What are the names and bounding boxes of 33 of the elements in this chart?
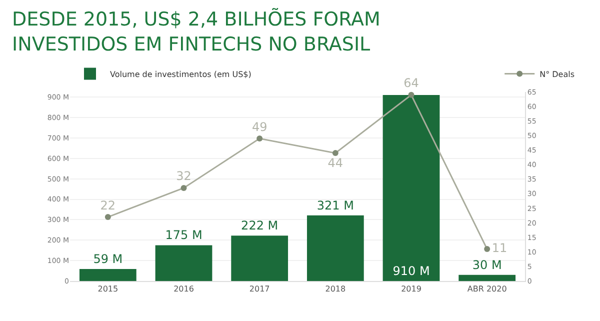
bar bbox=[231, 236, 288, 281]
x-tick-label: 2016 bbox=[174, 284, 194, 294]
data-label: 64 bbox=[404, 76, 419, 90]
legend-label: Volume de investimentos (em US$) bbox=[110, 70, 252, 79]
bar bbox=[382, 95, 440, 281]
x-tick-label: 2017 bbox=[249, 284, 270, 294]
chart-title: DESDE 2015, US$ 2,4 BILHÕES FORAM INVESTIDOS EM FINTECHS NO BRASIL bbox=[12, 8, 380, 56]
data-label: 30 M bbox=[472, 258, 502, 272]
x-tick-label: 2015 bbox=[98, 284, 118, 294]
x-tick-label: ABR 2020 bbox=[467, 284, 507, 294]
point bbox=[256, 136, 263, 142]
point bbox=[484, 246, 490, 252]
data-label: 175 M bbox=[165, 228, 202, 242]
x-tick-label: 2019 bbox=[401, 284, 422, 294]
point bbox=[104, 214, 111, 220]
data-label: 59 M bbox=[93, 252, 123, 266]
bar bbox=[79, 268, 136, 281]
point bbox=[408, 92, 414, 98]
data-label: 222 M bbox=[241, 218, 278, 233]
bar bbox=[155, 245, 212, 281]
x-tick-label: 2018 bbox=[325, 284, 346, 294]
bar bbox=[306, 215, 364, 281]
point bbox=[180, 184, 187, 191]
data-label: 22 bbox=[100, 198, 116, 212]
point bbox=[332, 150, 338, 156]
data-label: 32 bbox=[176, 169, 192, 184]
data-label: 49 bbox=[252, 120, 268, 134]
data-label: 321 M bbox=[316, 198, 354, 212]
data-label: 11 bbox=[492, 241, 508, 256]
data-label: 44 bbox=[328, 156, 344, 170]
bar bbox=[458, 274, 516, 281]
data-label: 910 M bbox=[392, 264, 430, 278]
legend-label: N° Deals bbox=[540, 70, 575, 79]
